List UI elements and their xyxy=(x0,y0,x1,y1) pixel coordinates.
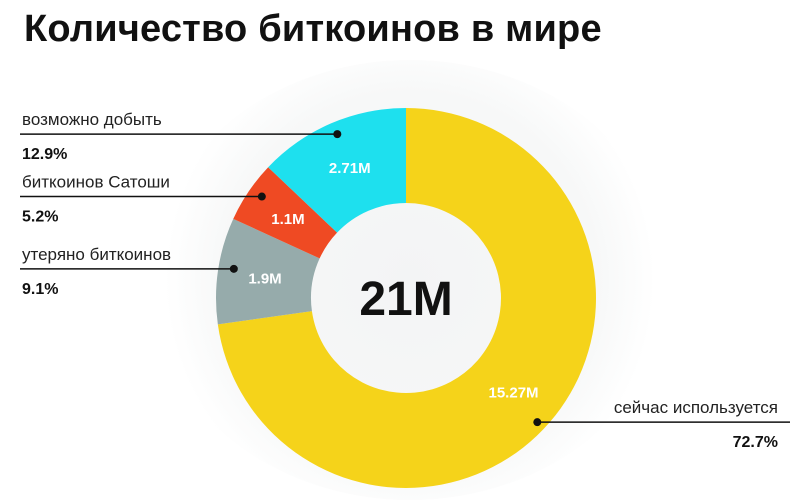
slice-value-label: 1.1M xyxy=(271,211,304,228)
slice-биткоинов-сатоши xyxy=(233,167,338,259)
percent-label: 9.1% xyxy=(22,281,58,298)
leader-dot xyxy=(229,264,238,273)
category-label: сейчас используется xyxy=(614,398,778,417)
category-label: утеряно биткоинов xyxy=(22,245,171,264)
percent-label: 72.7% xyxy=(733,434,778,451)
slice-утеряно-биткоинов xyxy=(216,218,320,325)
percent-label: 5.2% xyxy=(22,209,58,226)
slices-group xyxy=(216,108,597,488)
leader-dot xyxy=(257,192,266,201)
percent-label: 12.9% xyxy=(22,146,67,163)
page-title: Количество биткоинов в мире xyxy=(24,8,602,50)
center-total-label: 21M xyxy=(359,273,452,326)
leader-dot xyxy=(533,418,542,427)
slice-value-label: 1.9M xyxy=(248,270,281,287)
slice-возможно-добыть xyxy=(268,108,406,233)
leaders-group xyxy=(20,130,790,427)
slice-value-label: 15.27M xyxy=(489,385,539,402)
category-label: возможно добыть xyxy=(22,110,162,129)
texts-group: 15.27M 1.9M 1.1M 2.71M 21M сейчас используетс… xyxy=(22,110,778,451)
category-label: биткоинов Сатоши xyxy=(22,173,170,192)
slice-value-label: 2.71M xyxy=(329,160,371,177)
leader-dot xyxy=(333,130,342,139)
slice-сейчас-используется xyxy=(217,108,597,488)
